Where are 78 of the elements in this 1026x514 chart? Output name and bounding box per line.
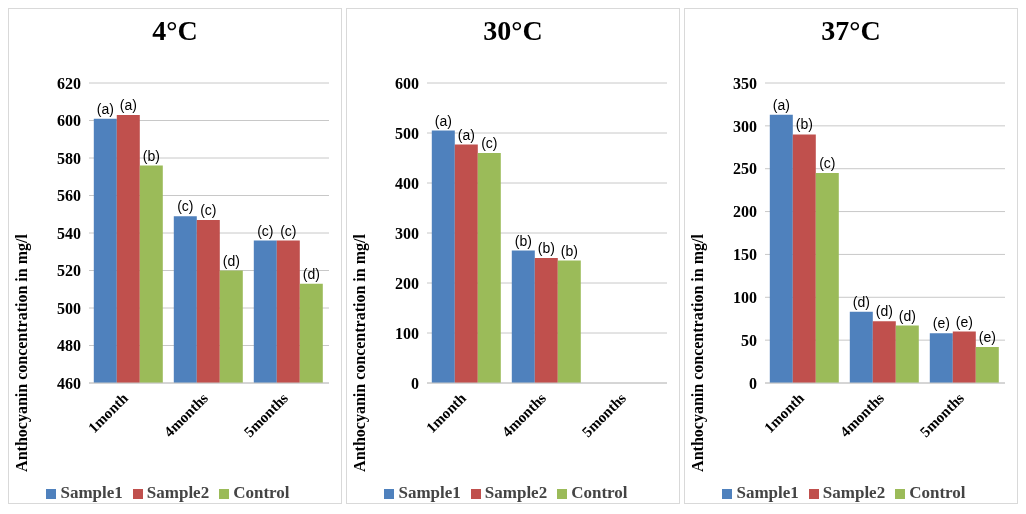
y-tick-label: 100: [733, 288, 757, 306]
y-tick-label: 300: [395, 224, 419, 242]
y-tick-label: 350: [733, 74, 757, 92]
chart-title: 30°C: [482, 14, 544, 48]
y-tick-label: 520: [57, 262, 81, 280]
legend-label: Sample1: [736, 483, 799, 502]
data-label: (b): [560, 242, 578, 259]
y-axis-title: Anthocyanin concentration in mg/l: [688, 233, 707, 472]
y-tick-label: 580: [57, 149, 81, 167]
y-tick-label: 620: [57, 74, 81, 92]
y-tick-label: 0: [411, 374, 419, 392]
bar: [769, 114, 793, 383]
y-tick-label: 600: [57, 112, 81, 130]
y-tick-label: 480: [57, 337, 81, 355]
y-axis-title: Anthocyanin concentration in mg/l: [12, 233, 31, 472]
data-label: (e): [955, 313, 973, 330]
bar: [557, 260, 581, 383]
bar: [952, 331, 976, 383]
bar: [431, 130, 455, 383]
legend-label: Sample2: [822, 483, 886, 502]
bar: [929, 333, 953, 383]
data-label: (b): [514, 232, 532, 249]
y-tick-label: 200: [395, 274, 419, 292]
data-label: (d): [222, 252, 240, 269]
y-tick-label: 460: [57, 374, 81, 392]
data-label: (a): [457, 126, 475, 143]
y-tick-label: 600: [395, 74, 419, 92]
bar: [534, 258, 558, 383]
data-label: (c): [819, 155, 836, 171]
data-label: (e): [932, 315, 950, 332]
data-label: (b): [537, 240, 555, 256]
data-label: (c): [280, 222, 297, 239]
y-tick-label: 0: [749, 374, 757, 392]
data-label: (a): [96, 100, 114, 117]
bar: [975, 347, 999, 383]
bar: [849, 311, 873, 383]
data-label: (e): [978, 329, 996, 345]
y-tick-label: 50: [741, 331, 757, 349]
y-tick-label: 400: [395, 174, 419, 192]
legend-label: Control: [909, 483, 966, 502]
data-label: (c): [200, 201, 217, 218]
legend-label: Sample1: [398, 483, 461, 502]
y-tick-label: 560: [57, 187, 81, 205]
legend-label: Control: [571, 483, 628, 502]
bar: [477, 153, 501, 383]
data-label: (d): [302, 265, 320, 282]
data-label: (c): [481, 135, 498, 151]
y-tick-label: 250: [733, 160, 757, 178]
y-tick-label: 500: [57, 299, 81, 317]
bar: [895, 325, 919, 383]
y-tick-label: 300: [733, 117, 757, 135]
data-label: (a): [119, 96, 137, 113]
legend-label: Sample2: [484, 483, 548, 502]
bar: [792, 134, 816, 383]
data-label: (d): [875, 303, 893, 320]
bar: [454, 144, 478, 383]
data-label: (d): [852, 293, 870, 310]
bar: [872, 321, 896, 383]
y-tick-label: 200: [733, 203, 757, 221]
y-tick-label: 100: [395, 324, 419, 342]
y-tick-label: 150: [733, 246, 757, 264]
data-label: (d): [898, 307, 916, 324]
data-label: (c): [257, 222, 274, 239]
bar: [511, 250, 535, 383]
y-axis-title: Anthocyanin concentration in mg/l: [350, 233, 369, 472]
data-label: (a): [772, 96, 790, 113]
data-label: (b): [795, 116, 813, 133]
chart-title: 4°C: [151, 14, 199, 48]
y-tick-label: 500: [395, 124, 419, 142]
chart-title: 37°C: [820, 14, 882, 48]
legend-label: Control: [233, 483, 290, 502]
legend-label: Sample1: [60, 483, 123, 502]
data-label: (c): [177, 198, 194, 215]
data-label: (a): [434, 112, 452, 129]
data-label: (b): [142, 147, 160, 164]
y-tick-label: 540: [57, 224, 81, 242]
bar: [815, 173, 839, 383]
legend-label: Sample2: [146, 483, 210, 502]
